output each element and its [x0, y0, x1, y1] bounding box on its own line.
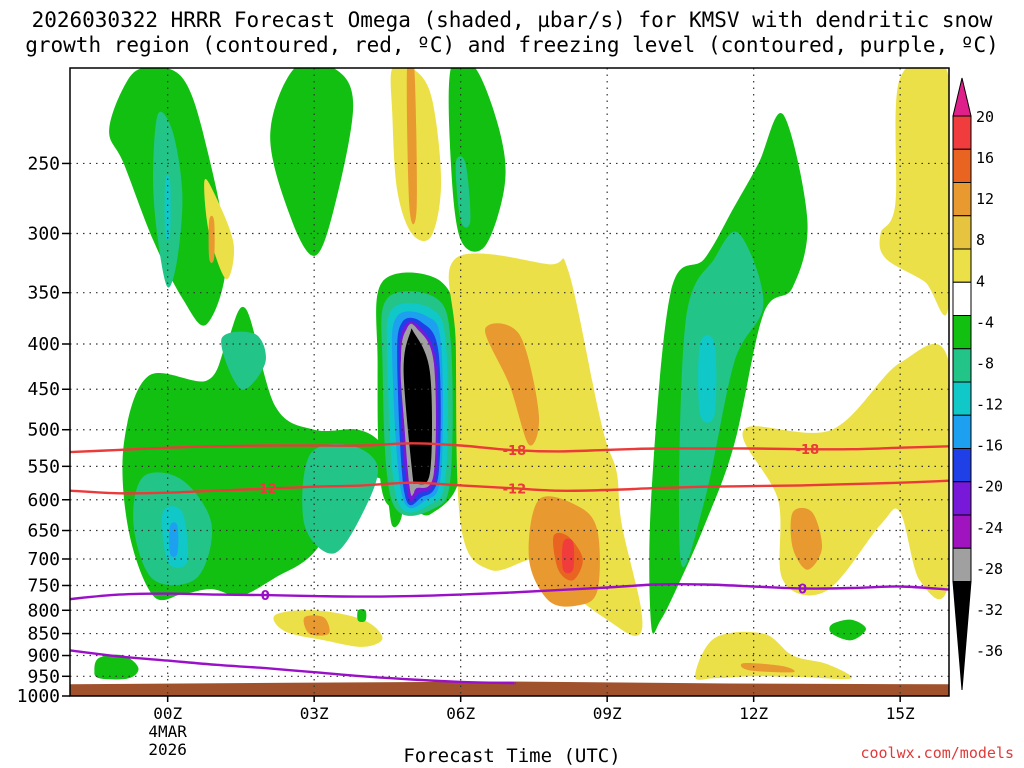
x-tick-label-0: 00Z — [153, 704, 182, 723]
x-tick-label-6: 06Z — [446, 704, 475, 723]
grid-lines — [70, 68, 949, 696]
contour-line-0 — [70, 442, 949, 454]
omega-region-15 — [302, 443, 378, 554]
y-tick-label-250: 250 — [27, 153, 60, 174]
omega-colorbar: 20 16 12 8 4 -4 -8 -12 -16 -20 -24 -28 -32 -36 — [952, 77, 1003, 691]
plot-frame — [69, 67, 950, 697]
y-tick-label-900: 900 — [27, 646, 60, 667]
colorbar-label-10: -24 — [976, 519, 1003, 537]
contour-label-0-0: -18 — [503, 444, 527, 459]
chart-title-line-1: 2026030322 HRRR Forecast Omega (shaded, … — [31, 8, 993, 32]
colorbar-band-8 — [952, 348, 972, 383]
colorbar-top-arrow — [952, 77, 972, 117]
colorbar-bottom-arrow — [952, 581, 972, 691]
contour-line-2 — [70, 582, 949, 601]
y-tick-label-450: 450 — [27, 379, 60, 400]
colorbar-band-7 — [952, 315, 972, 350]
contour-label-1-0: -12 — [254, 483, 278, 498]
omega-region-25 — [485, 323, 540, 446]
colorbar-label-12: -32 — [976, 601, 1003, 619]
y-tick-label-400: 400 — [27, 334, 60, 355]
omega-region-35 — [740, 662, 795, 673]
y-tick-label-550: 550 — [27, 456, 60, 477]
x-tick-label-15: 15Z — [886, 704, 915, 723]
colorbar-band-2 — [952, 148, 972, 183]
contour-label-2-0: 0 — [261, 589, 270, 604]
omega-region-14 — [169, 522, 179, 557]
colorbar-band-1 — [952, 115, 972, 150]
colorbar-label-4: 4 — [976, 272, 985, 290]
colorbar-band-4 — [952, 215, 972, 250]
y-tick-label-850: 850 — [27, 624, 60, 645]
colorbar-band-14 — [952, 547, 972, 582]
colorbar-label-11: -28 — [976, 560, 1003, 578]
omega-region-2 — [164, 174, 171, 241]
colorbar-label-7: -12 — [976, 396, 1003, 414]
omega-region-40 — [94, 654, 139, 680]
contour-label-0-1: -18 — [796, 443, 820, 458]
ground-fill — [70, 681, 949, 696]
omega-region-41 — [879, 68, 949, 316]
colorbar-label-1: 16 — [976, 149, 994, 167]
colorbar-label-9: -20 — [976, 478, 1003, 496]
colorbar-label-5: -4 — [976, 313, 994, 331]
y-tick-label-600: 600 — [27, 490, 60, 511]
y-tick-label-300: 300 — [27, 223, 60, 244]
colorbar-band-3 — [952, 182, 972, 217]
colorbar-band-12 — [952, 481, 972, 516]
contour-line-3 — [70, 649, 517, 685]
colorbar-band-10 — [952, 414, 972, 449]
y-tick-label-750: 750 — [27, 575, 60, 596]
omega-region-30 — [678, 231, 764, 568]
colorbar-band-11 — [952, 448, 972, 483]
axes: 2503003504004505005506006507007508008509… — [17, 153, 915, 759]
x-axis-label: Forecast Time (UTC) — [403, 745, 621, 767]
x-tick-label-12: 12Z — [739, 704, 768, 723]
colorbar-band-13 — [952, 514, 972, 549]
y-tick-label-800: 800 — [27, 600, 60, 621]
colorbar-label-6: -8 — [976, 354, 994, 372]
y-tick-label-350: 350 — [27, 283, 60, 304]
omega-region-3 — [204, 178, 235, 280]
colorbar-label-8: -16 — [976, 437, 1003, 455]
omega-region-33 — [790, 507, 823, 570]
source-credit: coolwx.com/models — [860, 744, 1014, 762]
omega-region-4 — [208, 215, 215, 264]
omega-region-39 — [357, 608, 367, 622]
contour-label-2-1: 0 — [798, 583, 807, 598]
omega-region-11 — [221, 331, 266, 390]
colorbar-band-5 — [952, 248, 972, 283]
omega-region-23 — [400, 323, 435, 494]
x-tick-label-3: 03Z — [300, 704, 329, 723]
date-label-year: 2026 — [148, 740, 187, 759]
ground-surface — [70, 681, 949, 696]
omega-region-38 — [303, 615, 330, 636]
y-tick-label-700: 700 — [27, 549, 60, 570]
omega-region-31 — [698, 335, 717, 423]
colorbar-label-13: -36 — [976, 642, 1003, 660]
y-tick-label-500: 500 — [27, 420, 60, 441]
omega-shading — [70, 68, 949, 696]
chart-title-line-2: growth region (contoured, red, ºC) and f… — [25, 33, 999, 57]
omega-region-28 — [562, 538, 575, 574]
date-label-month: 4MAR — [148, 722, 187, 741]
omega-region-5 — [270, 68, 354, 256]
y-tick-label-1000: 1000 — [17, 686, 60, 707]
colorbar-label-2: 12 — [976, 190, 994, 208]
y-tick-label-950: 950 — [27, 666, 60, 687]
colorbar-band-9 — [952, 381, 972, 416]
x-tick-label-9: 09Z — [593, 704, 622, 723]
omega-region-36 — [829, 619, 866, 641]
contour-line-1 — [70, 479, 949, 495]
colorbar-band-6 — [952, 281, 972, 316]
contour-label-1-1: -12 — [503, 482, 527, 497]
omega-region-9 — [455, 156, 471, 228]
y-tick-label-650: 650 — [27, 521, 60, 542]
omega-region-7 — [406, 68, 417, 225]
colorbar-label-0: 20 — [976, 108, 994, 126]
temperature-contours: -18 -18 -12 -12 0 0 — [70, 442, 949, 685]
colorbar-label-3: 8 — [976, 231, 985, 249]
